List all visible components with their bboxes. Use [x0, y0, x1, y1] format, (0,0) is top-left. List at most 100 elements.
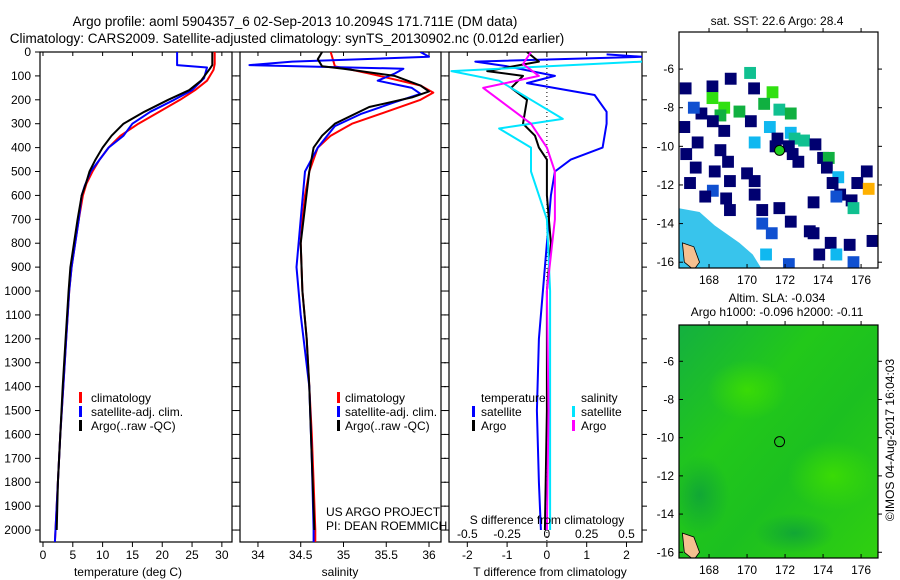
- sla-map-panel: 168 170 172 174 176 -6 -8 -10 -12 -14 -16: [657, 321, 882, 577]
- series-line-salinity-satellite: [450, 60, 642, 530]
- sst-cell: [765, 227, 778, 240]
- title-line-1: Argo profile: aoml 5904357_6 02-Sep-2013…: [73, 14, 518, 29]
- x-tick-label: 25: [185, 548, 199, 562]
- x-tick-label: 10: [96, 548, 110, 562]
- sst-cell: [748, 175, 761, 188]
- legend-swatch-climatology: [337, 392, 340, 403]
- x-tick-label: 2: [623, 548, 630, 562]
- sst-cell: [748, 136, 761, 149]
- sst-cell: [826, 177, 839, 190]
- series-line-argo-raw-qc: [55, 52, 214, 531]
- sst-cell: [851, 177, 864, 190]
- salinity-panel: 34 34.5 35 35.5 36: [235, 51, 446, 562]
- sst-cell: [714, 109, 727, 122]
- plot-frame: [239, 51, 442, 543]
- difference-panel: -2 -1 0 1 2 -0.5 -0.25 0 0.25 0.5: [444, 51, 647, 562]
- sst-cell: [689, 161, 702, 174]
- title-line-2: Climatology: CARS2009. Satellite-adjuste…: [10, 31, 565, 46]
- sst-cell: [809, 138, 822, 151]
- sst-cell: [744, 66, 756, 79]
- sst-cell: [820, 161, 833, 174]
- sst-cell: [860, 165, 873, 178]
- x-tick-label: -1: [502, 548, 513, 562]
- sst-cell: [706, 80, 719, 93]
- lat-tick-label: -10: [657, 139, 675, 153]
- sst-cell: [769, 140, 782, 153]
- temperature-legend: climatology satellite-adj. clim. Argo(..…: [79, 391, 183, 433]
- sst-cell: [845, 194, 858, 207]
- sla-map-title-1: Altim. SLA: -0.034: [729, 291, 826, 305]
- legend-label-argo: Argo(..raw -QC): [345, 419, 430, 433]
- x-tick-label: 20: [156, 548, 170, 562]
- sst-cell: [847, 202, 860, 215]
- sst-cell: [679, 82, 692, 95]
- y-tick-label: 2000: [4, 523, 31, 537]
- lat-tick-label: -8: [663, 392, 674, 406]
- sst-cell: [773, 103, 786, 116]
- sst-cell: [784, 215, 797, 228]
- legend-swatch-sal-argo: [572, 420, 575, 431]
- lon-tick-label: 170: [737, 273, 757, 287]
- argo-position-marker: [774, 436, 786, 448]
- y-tick-label: 200: [11, 93, 31, 107]
- sst-cell: [691, 136, 704, 149]
- legend-label-sal-satellite: satellite: [581, 405, 622, 419]
- sst-cell: [718, 124, 731, 137]
- sst-cell: [766, 86, 779, 99]
- sst-cell: [733, 105, 746, 118]
- sla-anomaly: [707, 359, 788, 420]
- sst-cell: [724, 204, 736, 217]
- lon-tick-label: 168: [699, 273, 719, 287]
- x2-tick-label: -0.25: [493, 527, 521, 541]
- legend-label-argo: Argo(..raw -QC): [91, 419, 176, 433]
- imos-credit: ©IMOS 04-Aug-2017 16:04:03: [883, 359, 897, 522]
- sst-cell: [866, 234, 878, 247]
- sst-cell: [706, 92, 719, 105]
- lat-tick-label: -14: [657, 507, 675, 521]
- sst-cell: [680, 148, 693, 161]
- map-frame: [678, 324, 879, 559]
- sst-cell: [771, 132, 784, 145]
- lat-tick-label: -16: [657, 255, 675, 269]
- sst-cell: [830, 190, 843, 203]
- y-tick-label: 900: [11, 260, 31, 274]
- y-tick-label: 1600: [4, 427, 31, 441]
- sst-map-panel: 168 170 172 174 176 -6 -8 -10 -12 -14 -16: [657, 28, 882, 287]
- sst-cell: [824, 236, 837, 249]
- y-tick-label: 1000: [4, 284, 31, 298]
- sst-cell: [760, 248, 772, 261]
- sst-cell: [773, 202, 786, 215]
- sst-cell: [813, 248, 826, 261]
- sst-cell: [843, 238, 856, 251]
- legend-swatch-argo: [337, 420, 340, 431]
- diff-t-xlabel: T difference from climatology: [473, 565, 627, 579]
- salinity-xlabel: salinity: [322, 565, 359, 579]
- legend-label-temp-satellite: satellite: [481, 405, 522, 419]
- y-tick-label: 1500: [4, 404, 31, 418]
- lat-tick-label: -10: [657, 431, 675, 445]
- lat-tick-label: -14: [657, 217, 675, 231]
- sst-cell: [807, 196, 820, 209]
- sst-cell: [807, 227, 820, 240]
- sst-cell: [720, 192, 733, 205]
- series-group: [248, 52, 435, 542]
- series-line-salinity-argo: [482, 52, 556, 531]
- legend-label-sal-argo: Argo: [581, 419, 607, 433]
- sst-cell: [724, 175, 736, 188]
- x-tick-label: 0: [40, 548, 47, 562]
- map-content: [679, 325, 878, 558]
- lon-tick-label: 172: [775, 273, 795, 287]
- diff-s-xlabel: S difference from climatology: [470, 513, 625, 527]
- sst-cell: [718, 101, 731, 114]
- map-frame: [678, 31, 879, 269]
- legend-salinity-title: salinity: [581, 391, 618, 405]
- y-tick-label: 500: [11, 165, 31, 179]
- legend-swatch-climatology: [79, 392, 82, 403]
- sst-cell: [695, 107, 708, 120]
- x2-tick-label: 0.5: [618, 527, 635, 541]
- project-name: US ARGO PROJECT: [326, 505, 441, 519]
- y-tick-label: 600: [11, 188, 31, 202]
- argo-position-marker: [774, 144, 786, 156]
- sst-cell: [679, 121, 691, 134]
- legend-temperature-title: temperature: [481, 391, 546, 405]
